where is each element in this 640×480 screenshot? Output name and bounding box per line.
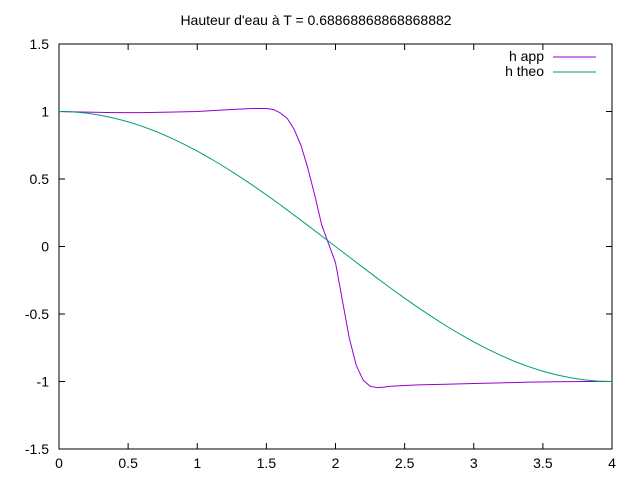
x-tick-label: 3 bbox=[470, 455, 478, 471]
legend-label: h theo bbox=[505, 63, 544, 79]
y-tick-label: 1 bbox=[41, 104, 49, 120]
series-lines bbox=[58, 108, 613, 389]
series-line-h-app bbox=[58, 108, 612, 389]
x-tick-label: 2 bbox=[332, 455, 340, 471]
chart-title: Hauteur d'eau à T = 0.68868868868868882 bbox=[180, 12, 451, 28]
series-line-h-theo bbox=[58, 111, 613, 382]
y-tick-label: 0 bbox=[41, 239, 49, 255]
x-tick-label: 0 bbox=[55, 455, 63, 471]
y-tick-label: -0.5 bbox=[25, 306, 49, 322]
x-tick-label: 2.5 bbox=[395, 455, 415, 471]
x-tick-label: 0.5 bbox=[118, 455, 138, 471]
x-tick-label: 3.5 bbox=[533, 455, 553, 471]
y-tick-label: 0.5 bbox=[30, 171, 50, 187]
legend-label: h app bbox=[509, 48, 544, 64]
y-axis-ticks: -1.5 -1 -0.5 0 0.5 1 1.5 bbox=[25, 36, 612, 457]
y-tick-label: 1.5 bbox=[30, 36, 50, 52]
y-tick-label: -1 bbox=[37, 374, 50, 390]
x-axis-ticks: 0 0.5 1 1.5 2 2.5 3 3.5 4 bbox=[55, 44, 616, 471]
x-tick-label: 4 bbox=[608, 455, 616, 471]
x-tick-label: 1.5 bbox=[257, 455, 277, 471]
y-tick-label: -1.5 bbox=[25, 441, 49, 457]
x-tick-label: 1 bbox=[193, 455, 201, 471]
